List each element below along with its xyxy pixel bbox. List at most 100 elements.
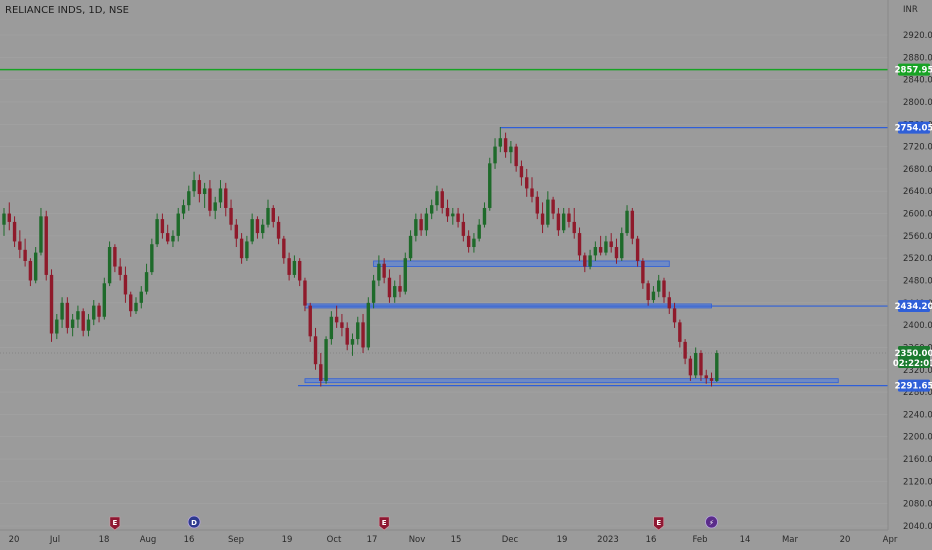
candle[interactable] [503,132,508,158]
candle[interactable] [202,182,207,208]
candle[interactable] [44,210,48,281]
candle[interactable] [213,196,217,220]
candle[interactable] [519,160,524,186]
candle[interactable] [287,252,291,281]
candle[interactable] [208,180,212,217]
candle[interactable] [150,238,154,275]
event-earnings[interactable]: E [653,516,665,531]
candle[interactable] [498,127,503,153]
candle[interactable] [688,355,693,381]
candle[interactable] [97,302,101,323]
candle[interactable] [340,313,344,337]
candle[interactable] [567,207,571,228]
candle[interactable] [303,277,307,312]
candle[interactable] [377,255,381,287]
candle[interactable] [313,327,318,370]
candle[interactable] [672,302,677,328]
candle[interactable] [693,347,698,379]
candle[interactable] [577,227,582,261]
candle[interactable] [614,238,619,264]
candle[interactable] [699,350,703,381]
candle[interactable] [429,199,434,220]
candle[interactable] [667,291,671,314]
candle[interactable] [435,185,439,211]
candle[interactable] [604,235,608,256]
candle[interactable] [546,191,550,228]
candle[interactable] [155,213,159,248]
candle[interactable] [192,171,196,197]
candle[interactable] [12,216,17,248]
candle[interactable] [356,316,360,345]
candle[interactable] [683,339,687,365]
candle[interactable] [556,207,561,236]
candle[interactable] [139,286,143,309]
candle[interactable] [28,258,33,287]
candle[interactable] [181,199,186,220]
candle[interactable] [361,313,365,354]
candle[interactable] [403,252,407,295]
candle[interactable] [324,336,328,384]
candle[interactable] [641,258,645,289]
candle[interactable] [551,196,555,220]
candle[interactable] [39,207,43,256]
candle[interactable] [197,174,202,203]
candle[interactable] [382,258,386,284]
candle[interactable] [297,258,302,287]
candle[interactable] [387,269,392,303]
candle[interactable] [224,182,228,217]
candle[interactable] [371,274,376,309]
candle[interactable] [678,319,682,348]
candle[interactable] [250,213,254,245]
candle[interactable] [535,191,539,220]
event-dividend[interactable]: D [187,515,201,529]
candle[interactable] [123,266,128,303]
candle[interactable] [525,168,529,197]
candle[interactable] [18,230,22,259]
candle[interactable] [477,219,481,242]
candle[interactable] [488,157,492,211]
candle[interactable] [86,313,91,337]
candle[interactable] [709,372,714,387]
candle[interactable] [229,199,233,231]
candle[interactable] [620,227,624,261]
candle[interactable] [271,205,275,228]
candle[interactable] [245,235,249,261]
candle[interactable] [472,233,476,253]
candle[interactable] [176,207,180,242]
candle[interactable] [308,302,312,342]
candle[interactable] [350,333,355,356]
candle[interactable] [276,216,281,245]
candle[interactable] [102,277,107,320]
candle[interactable] [715,350,719,383]
candle[interactable] [329,311,334,345]
candle[interactable] [646,280,650,306]
candle[interactable] [165,224,170,245]
candle[interactable] [23,238,27,267]
candle[interactable] [187,185,191,211]
candle[interactable] [393,280,397,303]
candle[interactable] [609,233,613,253]
candle[interactable] [92,300,96,326]
candle[interactable] [81,308,85,337]
candle[interactable] [456,207,460,228]
candle[interactable] [292,255,297,278]
candle[interactable] [144,263,149,295]
candle[interactable] [572,207,576,239]
candle[interactable] [662,277,666,303]
candle[interactable] [657,274,661,298]
candle[interactable] [588,249,592,270]
candle[interactable] [366,297,371,351]
candle[interactable] [414,213,418,242]
candle[interactable] [218,180,223,208]
candle[interactable] [461,213,466,242]
candle[interactable] [530,177,534,203]
candle[interactable] [514,143,518,172]
candle[interactable] [134,297,138,314]
zone-3[interactable] [304,378,839,384]
candle[interactable] [630,207,635,245]
event-earnings[interactable]: E [109,516,121,531]
candle[interactable] [419,213,423,236]
candle[interactable] [107,241,112,287]
candle[interactable] [65,297,70,334]
